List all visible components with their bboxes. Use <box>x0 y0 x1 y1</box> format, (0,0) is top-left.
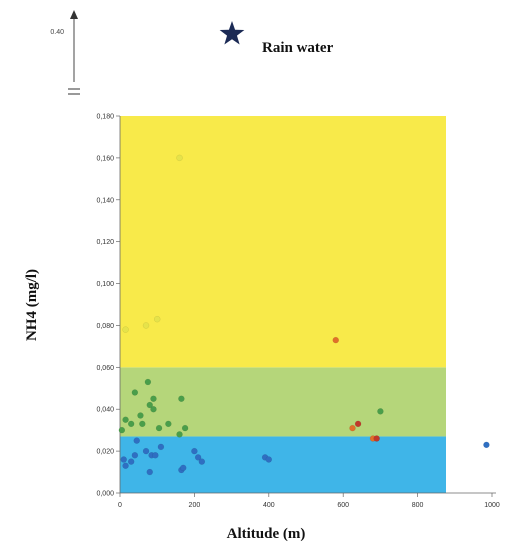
data-point <box>122 462 129 469</box>
band-2 <box>120 116 446 368</box>
y-tick-label: 0,080 <box>96 323 114 330</box>
data-point <box>152 452 159 459</box>
data-point <box>194 454 202 461</box>
data-point <box>150 395 157 402</box>
data-point <box>131 389 139 396</box>
data-point <box>191 447 198 455</box>
data-point <box>483 441 490 449</box>
data-point <box>198 458 206 465</box>
outlier-tick-label: 0.40 <box>50 29 64 36</box>
data-points <box>118 154 490 476</box>
data-point <box>118 426 126 434</box>
data-point <box>157 443 165 451</box>
data-point <box>142 322 150 329</box>
data-point <box>265 456 272 463</box>
outlier-indicator: 0.40 <box>50 10 80 95</box>
y-tick-label: 0,000 <box>96 491 114 498</box>
band-0 <box>120 436 446 493</box>
data-point <box>373 435 380 442</box>
background-bands <box>120 116 446 493</box>
data-point <box>153 315 161 323</box>
data-point <box>180 464 187 472</box>
x-tick-label: 0 <box>118 502 122 509</box>
data-point <box>354 420 362 428</box>
band-1 <box>120 367 446 437</box>
y-tick-label: 0,120 <box>96 239 114 246</box>
y-tick-label: 0,180 <box>96 114 114 121</box>
x-ticks: 0 200 400 600 800 1000 <box>118 493 500 509</box>
y-axis-title: NH4 (mg/l) <box>24 269 40 341</box>
data-point <box>133 437 140 444</box>
data-point <box>178 395 185 402</box>
x-tick-label: 600 <box>337 502 349 509</box>
x-tick-label: 1000 <box>484 502 500 509</box>
data-point <box>131 452 139 459</box>
data-point <box>127 420 135 428</box>
data-point <box>122 416 129 423</box>
data-point <box>155 424 163 432</box>
y-ticks: 0,000 0,020 0,040 0,060 0,080 0,100 0,120 0,140… <box>96 114 120 498</box>
data-point <box>176 154 183 162</box>
x-axis-title: Altitude (m) <box>227 526 306 542</box>
y-tick-label: 0,060 <box>96 365 114 372</box>
rain-water-label: Rain water <box>262 40 334 56</box>
data-point <box>146 401 153 409</box>
data-point <box>144 378 152 386</box>
data-point <box>142 447 150 455</box>
x-tick-label: 800 <box>412 502 424 509</box>
star-icon <box>219 21 245 45</box>
data-point <box>176 431 183 438</box>
data-point <box>165 420 172 428</box>
data-point <box>181 424 189 432</box>
data-point <box>139 420 146 428</box>
data-point <box>377 408 384 415</box>
data-point <box>122 326 129 333</box>
data-point <box>150 406 157 413</box>
data-point <box>120 456 127 463</box>
y-tick-label: 0,100 <box>96 281 114 288</box>
x-tick-label: 400 <box>263 502 275 509</box>
data-point <box>137 412 144 419</box>
data-point <box>332 336 339 344</box>
y-tick-label: 0,140 <box>96 197 114 204</box>
rain-water-annotation: Rain water <box>219 21 334 56</box>
data-point <box>127 458 135 465</box>
y-tick-label: 0,020 <box>96 449 114 456</box>
y-tick-label: 0,040 <box>96 407 114 414</box>
data-point <box>349 424 356 432</box>
y-tick-label: 0,160 <box>96 155 114 162</box>
data-point <box>146 468 153 476</box>
outlier-arrow-head <box>70 10 78 19</box>
x-tick-label: 200 <box>189 502 201 509</box>
